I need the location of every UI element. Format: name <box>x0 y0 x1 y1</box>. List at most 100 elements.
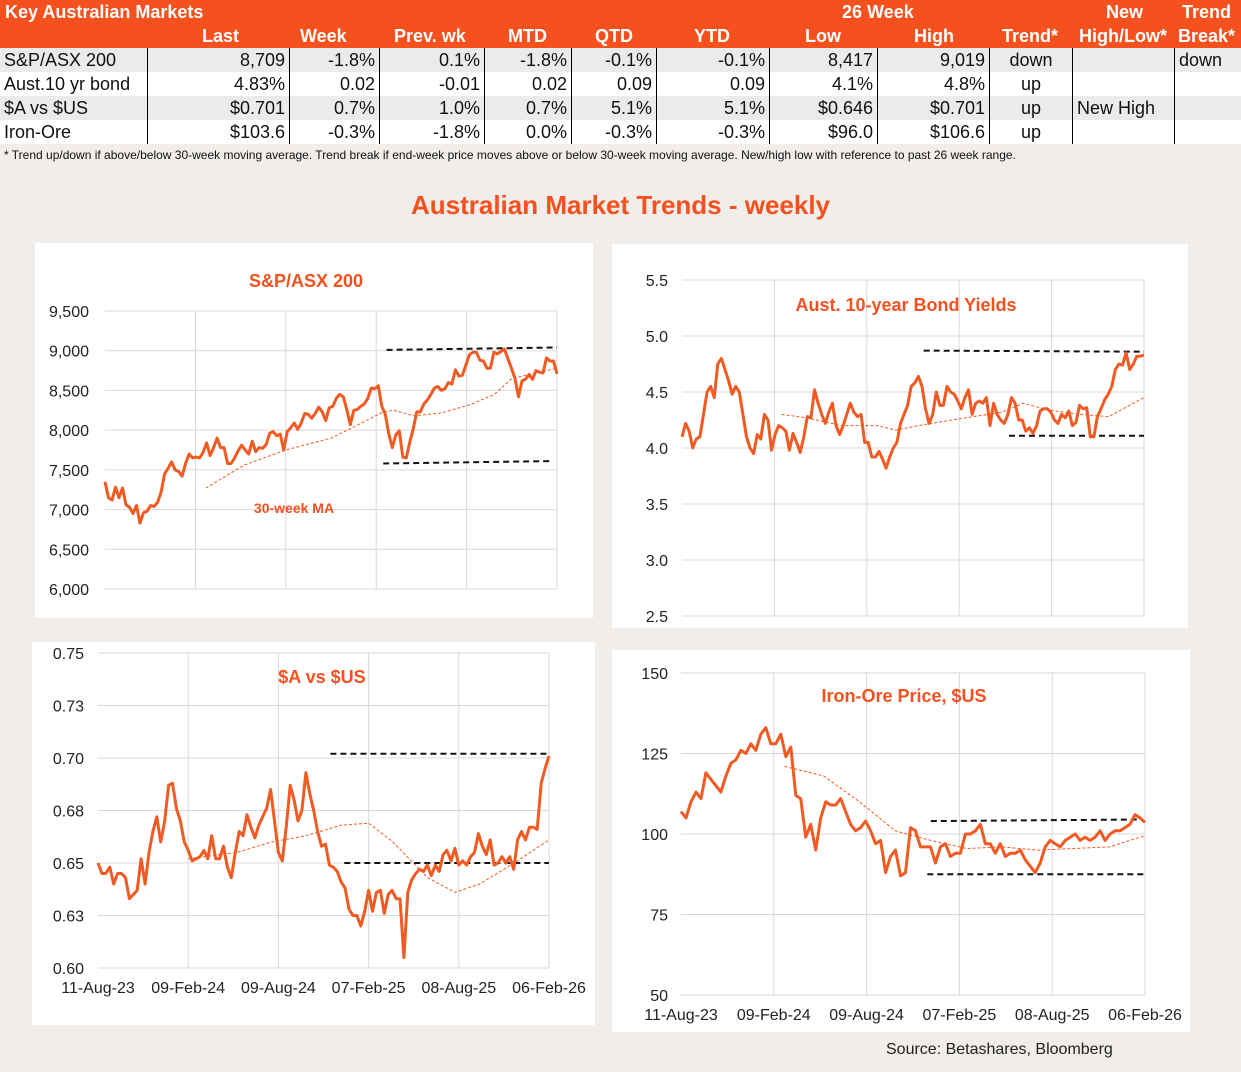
cell-week: -1.8% <box>290 48 380 72</box>
x-tick-label: 11-Aug-23 <box>61 980 135 997</box>
price-series-line <box>680 351 1145 470</box>
cell-mtd: -1.8% <box>485 48 572 72</box>
y-tick-label: 3.5 <box>646 497 668 514</box>
x-tick-label: 07-Feb-25 <box>922 1007 996 1024</box>
cell-last: 8,709 <box>148 48 290 72</box>
table-row: Iron-Ore $103.6 -0.3% -1.8% 0.0% -0.3% -0.3% $9… <box>0 120 1241 144</box>
cell-ytd: 0.09 <box>657 72 770 96</box>
price-series-line <box>96 755 551 959</box>
cell-name: S&P/ASX 200 <box>0 48 148 72</box>
y-tick-label: 0.68 <box>53 804 84 821</box>
y-tick-label: 150 <box>641 666 668 683</box>
y-tick-label: 9,000 <box>49 344 89 361</box>
x-tick-label: 09-Aug-24 <box>829 1007 904 1024</box>
x-tick-label: 09-Aug-24 <box>241 980 316 997</box>
y-tick-label: 5.0 <box>646 329 668 346</box>
price-series-line <box>103 347 559 525</box>
cell-trend: down <box>990 48 1073 72</box>
y-tick-label: 4.5 <box>646 385 668 402</box>
cell-mtd: 0.0% <box>485 120 572 144</box>
asx200-chart: 6,000 6,500 7,000 7,500 8,000 8,500 9,000 9,500… <box>35 243 593 618</box>
header-new-top: New <box>1106 2 1144 22</box>
cell-low: 8,417 <box>770 48 878 72</box>
cell-name: $A vs $US <box>0 96 148 120</box>
range-high-line <box>386 346 558 351</box>
cell-ytd: -0.1% <box>657 48 770 72</box>
aud-usd-chart: 0.60 0.63 0.65 0.68 0.70 0.73 0.75 11-Aug-23 09-… <box>32 642 595 1025</box>
header-26-week: 26 Week <box>842 2 914 22</box>
x-tick-label: 06-Feb-26 <box>1108 1007 1182 1024</box>
y-tick-label: 0.73 <box>53 699 84 716</box>
header-qtd: QTD <box>595 26 633 46</box>
chart-title: $A vs $US <box>278 667 365 687</box>
x-tick-label: 07-Feb-25 <box>332 980 406 997</box>
y-tick-label: 6,000 <box>49 582 89 599</box>
y-tick-label: 7,500 <box>49 463 89 480</box>
y-tick-label: 8,500 <box>49 383 89 400</box>
cell-newhl <box>1073 48 1175 72</box>
cell-high: $0.701 <box>878 96 990 120</box>
table-row: Aust.10 yr bond 4.83% 0.02 -0.01 0.02 0.09 0.0… <box>0 72 1241 96</box>
table-title: Key Australian Markets <box>5 2 204 22</box>
cell-low: $96.0 <box>770 120 878 144</box>
y-tick-label: 4.0 <box>646 441 668 458</box>
cell-prev: 1.0% <box>380 96 485 120</box>
cell-high: 4.8% <box>878 72 990 96</box>
y-tick-label: 8,000 <box>49 423 89 440</box>
cell-mtd: 0.7% <box>485 96 572 120</box>
cell-brk <box>1175 96 1241 120</box>
x-tick-label: 06-Feb-26 <box>512 980 586 997</box>
header-high-low: High/Low* <box>1079 26 1167 46</box>
cell-qtd: -0.1% <box>572 48 657 72</box>
cell-week: -0.3% <box>290 120 380 144</box>
y-tick-label: 75 <box>650 908 668 925</box>
page-title: Australian Market Trends - weekly <box>410 190 831 220</box>
y-tick-label: 0.75 <box>53 646 84 663</box>
x-tick-label: 08-Aug-25 <box>421 980 496 997</box>
cell-prev: 0.1% <box>380 48 485 72</box>
header-high: High <box>914 26 954 46</box>
header-last: Last <box>202 26 240 46</box>
cell-last: $103.6 <box>148 120 290 144</box>
y-tick-label: 50 <box>650 988 668 1005</box>
cell-prev: -0.01 <box>380 72 485 96</box>
header-trend: Trend* <box>1002 26 1059 46</box>
y-tick-label: 5.5 <box>646 273 668 290</box>
ma-annotation: 30-week MA <box>254 500 334 516</box>
cell-name: Iron-Ore <box>0 120 148 144</box>
header-week: Week <box>300 26 347 46</box>
cell-newhl <box>1073 120 1175 144</box>
cell-ytd: 5.1% <box>657 96 770 120</box>
cell-qtd: 5.1% <box>572 96 657 120</box>
cell-high: $106.6 <box>878 120 990 144</box>
y-tick-label: 3.0 <box>646 553 668 570</box>
header-break: Break* <box>1178 26 1236 46</box>
cell-last: $0.701 <box>148 96 290 120</box>
chart-title: Iron-Ore Price, $US <box>821 686 986 706</box>
chart-title: Aust. 10-year Bond Yields <box>795 295 1016 315</box>
x-tick-label: 09-Feb-24 <box>737 1007 811 1024</box>
cell-newhl: New High <box>1073 96 1175 120</box>
y-tick-label: 125 <box>641 747 668 764</box>
iron-ore-chart: 50 75 100 125 150 11-Aug-23 09-Feb-24 09-Aug-24… <box>612 650 1190 1032</box>
table-footnote: * Trend up/down if above/below 30-week m… <box>4 148 1016 162</box>
cell-brk <box>1175 120 1241 144</box>
x-tick-label: 11-Aug-23 <box>644 1007 718 1024</box>
price-series-line <box>679 726 1147 878</box>
header-mtd: MTD <box>508 26 547 46</box>
cell-trend: up <box>990 96 1073 120</box>
y-tick-label: 7,000 <box>49 503 89 520</box>
table-header: Key Australian Markets 26 Week New Trend… <box>0 0 1241 48</box>
bond-yield-chart: 2.5 3.0 3.5 4.0 4.5 5.0 5.5 Aust. 10-year Bond … <box>612 244 1188 628</box>
header-low: Low <box>805 26 841 46</box>
cell-week: 0.02 <box>290 72 380 96</box>
cell-last: 4.83% <box>148 72 290 96</box>
cell-mtd: 0.02 <box>485 72 572 96</box>
cell-qtd: 0.09 <box>572 72 657 96</box>
range-low-line <box>383 460 551 465</box>
range-high-line <box>930 818 1138 823</box>
chart-title: S&P/ASX 200 <box>249 271 363 291</box>
cell-low: 4.1% <box>770 72 878 96</box>
y-tick-label: 100 <box>641 827 668 844</box>
cell-brk: down <box>1179 50 1223 70</box>
